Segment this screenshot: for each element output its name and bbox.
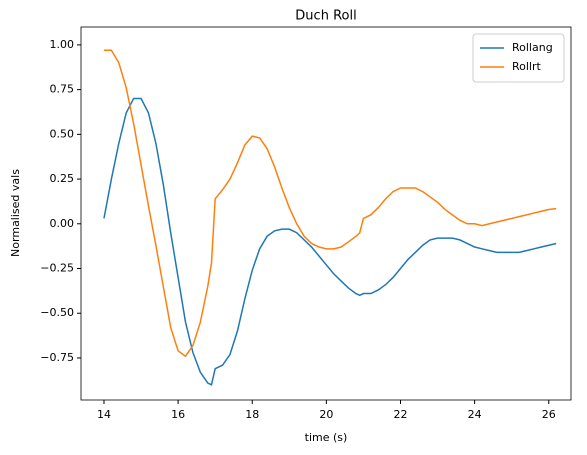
x-tick-label: 26 [542, 408, 556, 421]
y-tick-label: −0.25 [40, 262, 74, 275]
legend-label: Rollang [512, 41, 553, 54]
line-series [103, 49, 557, 358]
legend: Rollang Rollrt [472, 33, 565, 83]
y-tick-label: −0.50 [40, 306, 74, 319]
x-tick-label: 20 [319, 408, 333, 421]
plot-frame [80, 26, 572, 401]
y-tick-label: −0.75 [40, 351, 74, 364]
legend-label: Rollrt [512, 60, 542, 73]
chart-title: Duch Roll [295, 9, 356, 24]
line-series [103, 97, 557, 386]
x-tick-label: 18 [245, 408, 259, 421]
y-axis-label: Normalised vals [9, 169, 22, 257]
y-tick-label: 0.75 [50, 83, 75, 96]
x-tick-label: 24 [468, 408, 482, 421]
x-axis-label: time (s) [305, 431, 348, 444]
x-tick-label: 16 [171, 408, 185, 421]
x-tick-label: 22 [394, 408, 408, 421]
y-tick-label: 0.50 [50, 127, 75, 140]
y-tick-label: 0.25 [50, 172, 75, 185]
legend-box [472, 33, 565, 83]
y-tick-label: 0.00 [50, 217, 75, 230]
x-tick-label: 14 [97, 408, 111, 421]
y-tick-label: 1.00 [50, 38, 75, 51]
